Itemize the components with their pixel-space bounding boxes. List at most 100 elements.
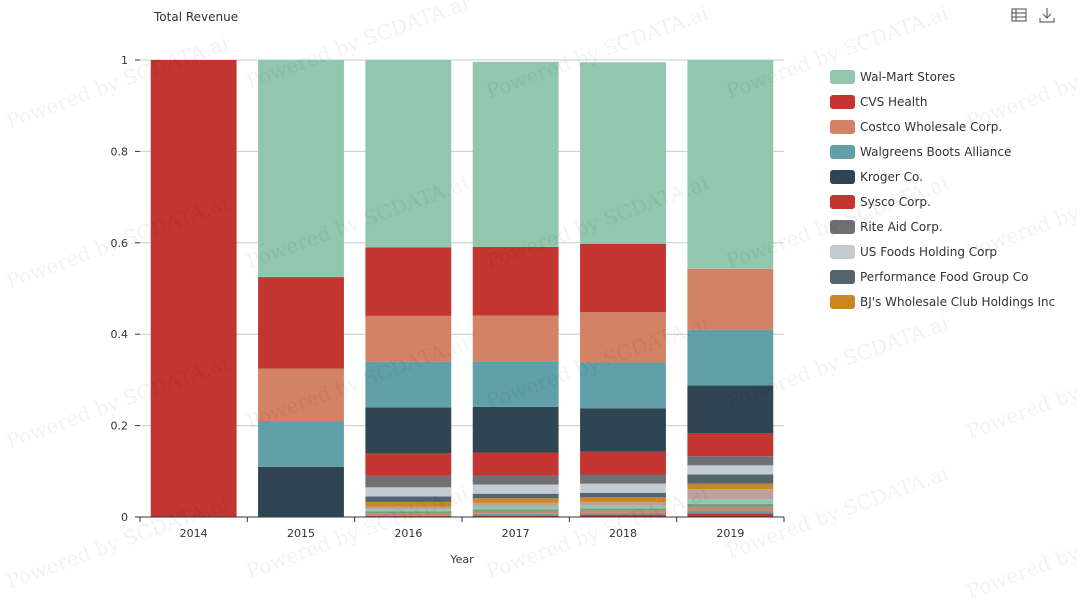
bar-segment[interactable] bbox=[687, 510, 774, 514]
bar-segment[interactable] bbox=[687, 385, 774, 434]
legend-label: Sysco Corp. bbox=[860, 194, 931, 209]
bar-segment[interactable] bbox=[472, 61, 559, 247]
bar-segment[interactable] bbox=[365, 515, 452, 517]
bar-segment[interactable] bbox=[365, 511, 452, 514]
legend-label: US Foods Holding Corp bbox=[860, 244, 998, 259]
legend-item[interactable]: BJ's Wholesale Club Holdings Inc bbox=[830, 289, 1055, 314]
bar-segment[interactable] bbox=[687, 503, 774, 508]
bar-segment[interactable] bbox=[687, 489, 774, 500]
legend-swatch bbox=[830, 294, 855, 309]
x-tick-label: 2019 bbox=[716, 527, 744, 540]
bar-segment[interactable] bbox=[258, 466, 344, 517]
legend-swatch bbox=[830, 269, 855, 284]
bar-segment[interactable] bbox=[687, 474, 774, 484]
bar-segment[interactable] bbox=[687, 483, 774, 490]
bars bbox=[150, 60, 774, 517]
legend-label: Wal-Mart Stores bbox=[860, 69, 956, 84]
legend-item[interactable]: Kroger Co. bbox=[830, 164, 1055, 189]
bar-segment[interactable] bbox=[687, 456, 774, 466]
bar-segment[interactable] bbox=[687, 60, 774, 269]
legend-label: BJ's Wholesale Club Holdings Inc bbox=[860, 294, 1056, 309]
bar-segment[interactable] bbox=[150, 60, 237, 517]
bar-segment[interactable] bbox=[580, 501, 666, 506]
legend-item[interactable]: Sysco Corp. bbox=[830, 189, 1055, 214]
bar-segment[interactable] bbox=[365, 453, 452, 476]
bar-segment[interactable] bbox=[472, 315, 559, 362]
legend-swatch bbox=[830, 144, 855, 159]
bar-segment[interactable] bbox=[472, 452, 559, 476]
bar-segment[interactable] bbox=[365, 315, 452, 362]
bar-segment[interactable] bbox=[687, 268, 774, 330]
bar-segment[interactable] bbox=[258, 368, 344, 422]
bar-segment[interactable] bbox=[365, 506, 452, 510]
bar-segment[interactable] bbox=[472, 513, 559, 516]
legend-item[interactable]: Rite Aid Corp. bbox=[830, 214, 1055, 239]
data-view-icon[interactable] bbox=[1010, 6, 1028, 24]
bar-segment[interactable] bbox=[365, 361, 452, 408]
bar-segment[interactable] bbox=[580, 362, 666, 409]
bar-segment[interactable] bbox=[472, 475, 559, 485]
bar-segment[interactable] bbox=[472, 484, 559, 494]
legend-item[interactable]: Costco Wholesale Corp. bbox=[830, 114, 1055, 139]
bar-segment[interactable] bbox=[472, 502, 559, 507]
legend-item[interactable]: US Foods Holding Corp bbox=[830, 239, 1055, 264]
bar-segment[interactable] bbox=[472, 509, 559, 512]
bar-segment[interactable] bbox=[258, 60, 344, 278]
bar-segment[interactable] bbox=[580, 512, 666, 515]
bar-segment[interactable] bbox=[365, 513, 452, 516]
bar-segment[interactable] bbox=[687, 433, 774, 457]
bar-segment[interactable] bbox=[472, 246, 559, 316]
bar-segment[interactable] bbox=[472, 506, 559, 510]
legend-label: Performance Food Group Co bbox=[860, 269, 1029, 284]
bar-segment[interactable] bbox=[258, 421, 344, 467]
legend-item[interactable]: CVS Health bbox=[830, 89, 1055, 114]
bar-segment[interactable] bbox=[365, 487, 452, 497]
chart-toolbar bbox=[1010, 6, 1056, 24]
bar-segment[interactable] bbox=[580, 508, 666, 511]
bar-segment[interactable] bbox=[580, 492, 666, 498]
bar-segment[interactable] bbox=[365, 496, 452, 502]
legend-swatch bbox=[830, 94, 855, 109]
bar-segment[interactable] bbox=[687, 507, 774, 511]
bar-segment[interactable] bbox=[687, 329, 774, 386]
bar-segment[interactable] bbox=[687, 465, 774, 475]
bar-segment[interactable] bbox=[580, 483, 666, 493]
bar-segment[interactable] bbox=[580, 510, 666, 513]
y-tick-label: 0 bbox=[121, 511, 128, 524]
download-icon[interactable] bbox=[1038, 6, 1056, 24]
x-tick-label: 2016 bbox=[394, 527, 422, 540]
bar-segment[interactable] bbox=[687, 499, 774, 504]
bar-segment[interactable] bbox=[365, 60, 452, 248]
bar-segment[interactable] bbox=[580, 62, 666, 244]
bar-segment[interactable] bbox=[580, 312, 666, 363]
bar-segment[interactable] bbox=[472, 511, 559, 514]
bar-segment[interactable] bbox=[580, 514, 666, 517]
bar-segment[interactable] bbox=[687, 513, 774, 517]
bar-segment[interactable] bbox=[365, 501, 452, 507]
legend-swatch bbox=[830, 119, 855, 134]
y-tick-label: 0.8 bbox=[111, 145, 129, 158]
bar-segment[interactable] bbox=[365, 247, 452, 316]
bar-segment[interactable] bbox=[580, 408, 666, 452]
bar-segment[interactable] bbox=[365, 475, 452, 488]
bar-segment[interactable] bbox=[472, 515, 559, 517]
bar-segment[interactable] bbox=[472, 361, 559, 407]
bar-segment[interactable] bbox=[472, 406, 559, 453]
legend-item[interactable]: Performance Food Group Co bbox=[830, 264, 1055, 289]
bar-segment[interactable] bbox=[580, 474, 666, 484]
y-tick-label: 1 bbox=[121, 54, 128, 67]
bar-segment[interactable] bbox=[472, 498, 559, 503]
bar-segment[interactable] bbox=[580, 243, 666, 313]
bar-segment[interactable] bbox=[258, 277, 344, 369]
bar-segment[interactable] bbox=[472, 493, 559, 499]
legend-item[interactable]: Walgreens Boots Alliance bbox=[830, 139, 1055, 164]
legend-item[interactable]: Wal-Mart Stores bbox=[830, 64, 1055, 89]
bar-segment[interactable] bbox=[580, 497, 666, 502]
bar-segment[interactable] bbox=[580, 451, 666, 475]
y-tick-label: 0.4 bbox=[111, 328, 129, 341]
bar-segment[interactable] bbox=[365, 509, 452, 512]
legend-swatch bbox=[830, 219, 855, 234]
bar-segment[interactable] bbox=[580, 505, 666, 509]
bar-segment[interactable] bbox=[365, 407, 452, 454]
